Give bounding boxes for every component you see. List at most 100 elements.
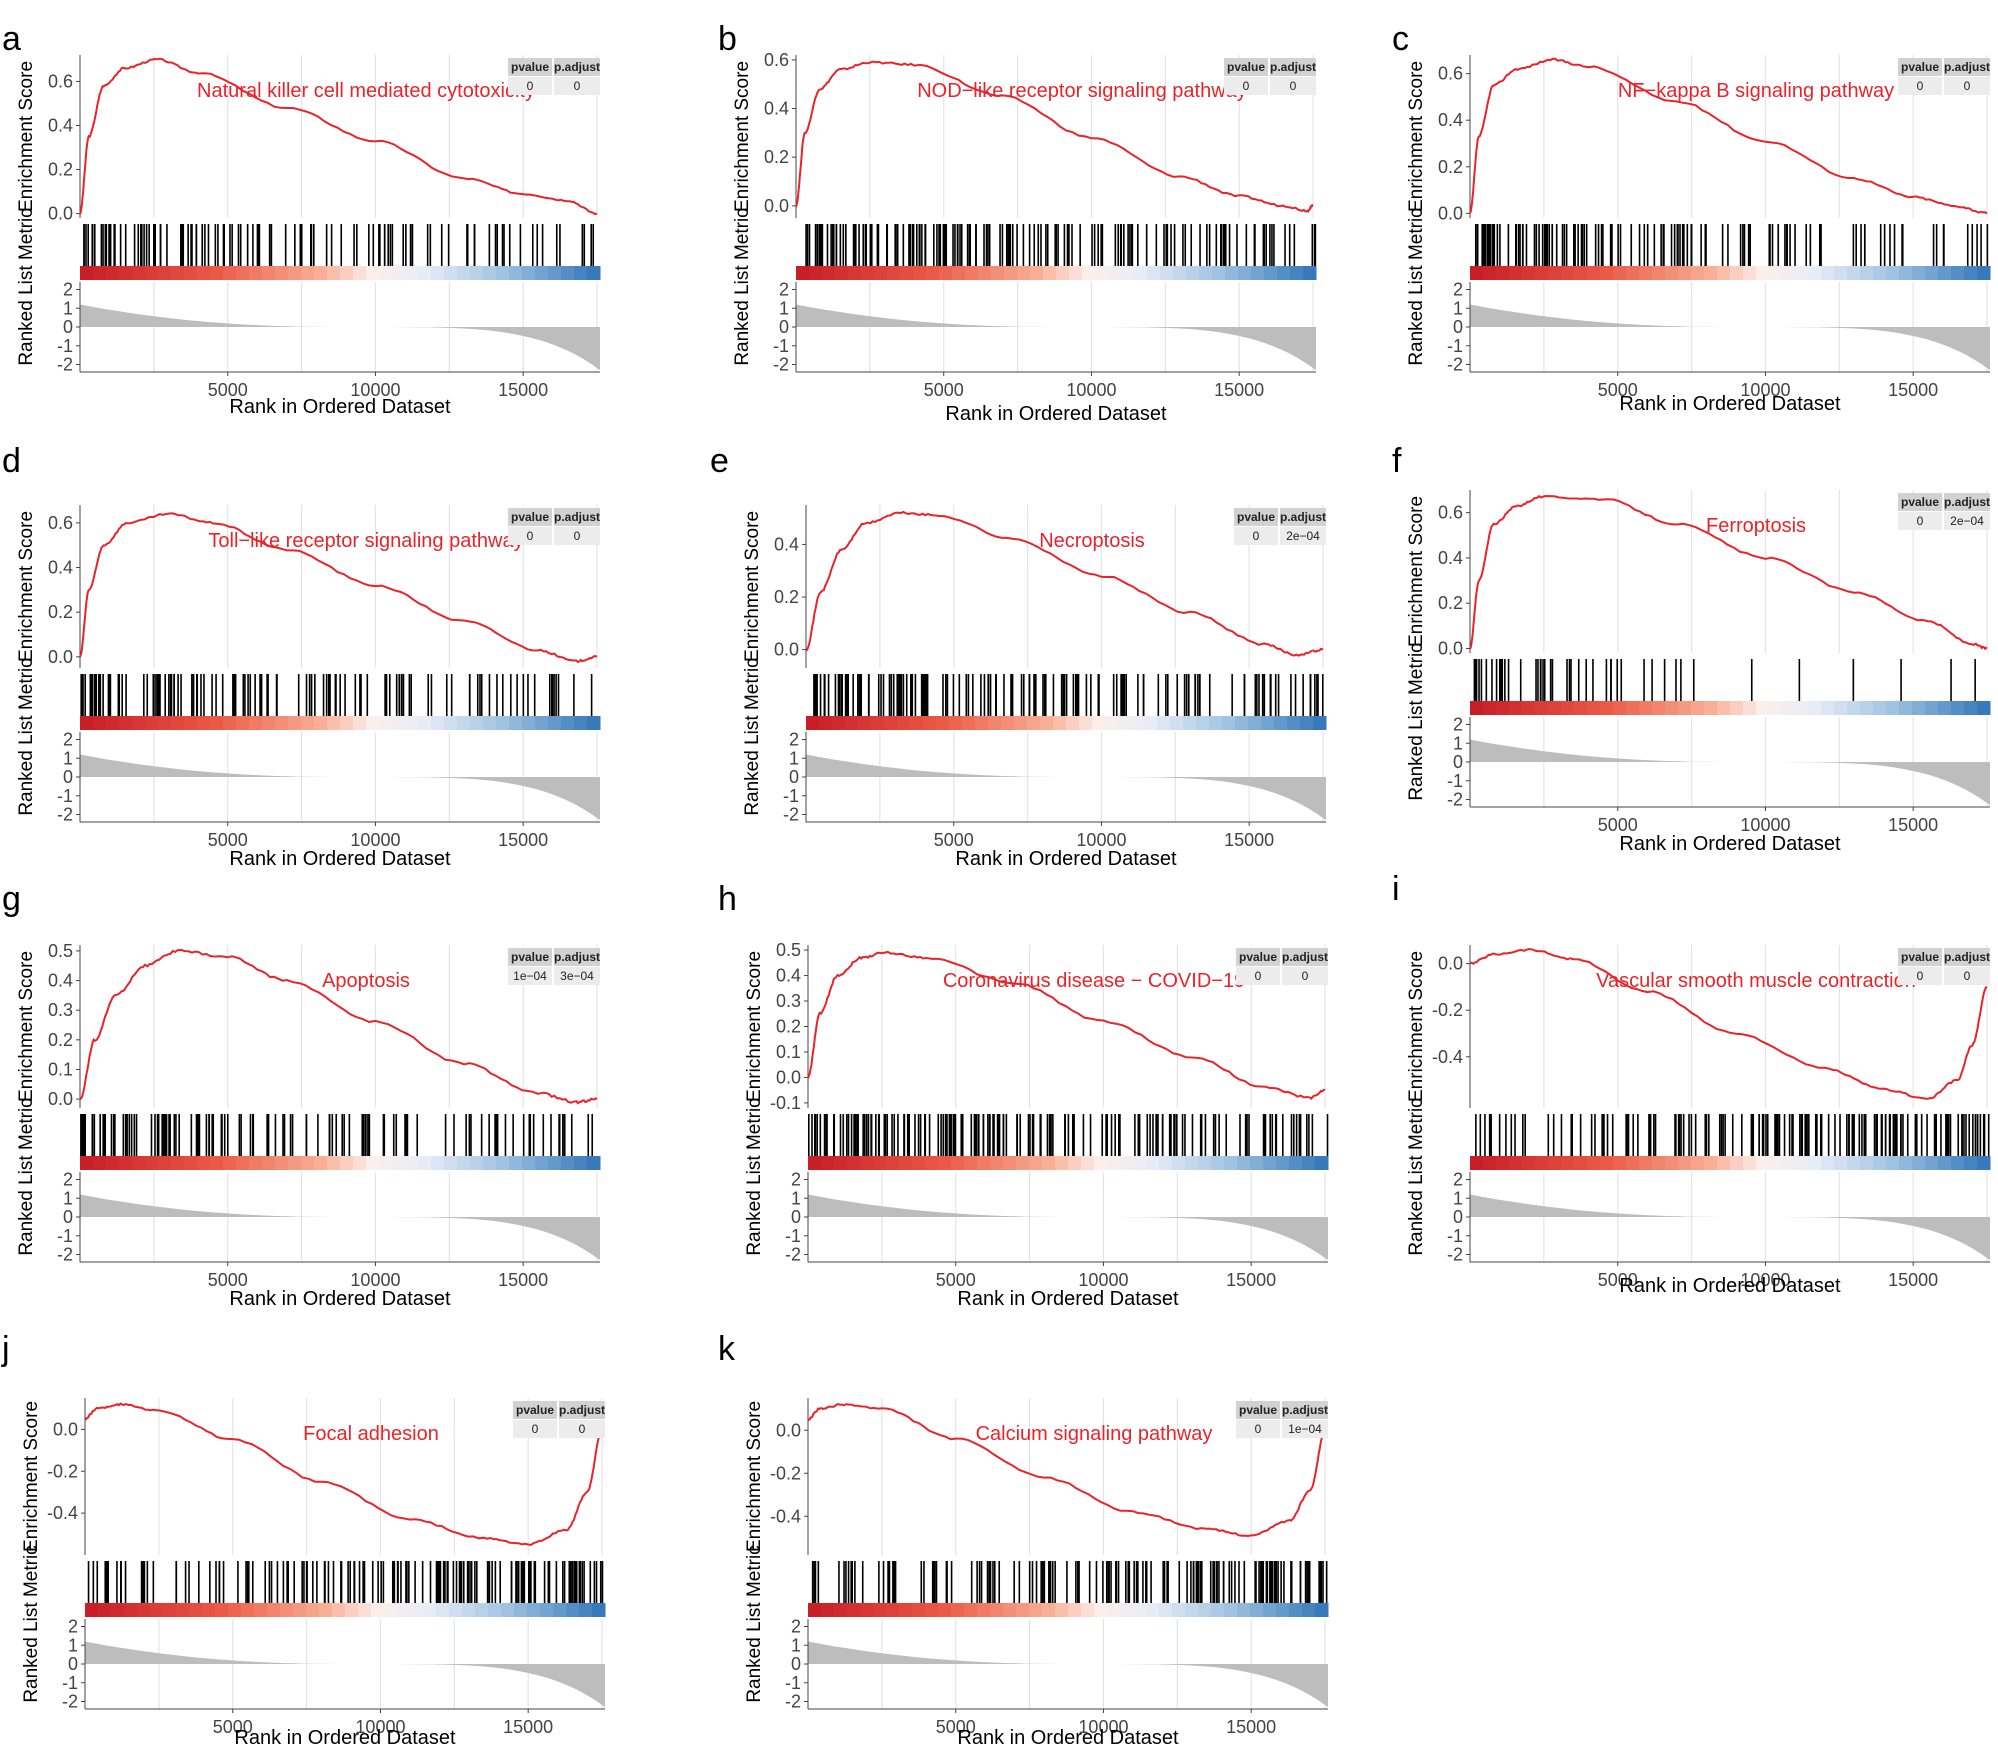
rank-band-cell (1287, 716, 1301, 730)
rank-band-cell (254, 1603, 268, 1617)
rank-band-cell (1483, 1156, 1497, 1170)
rl-y-tick-label: -2 (62, 1692, 78, 1712)
rank-band-cell (1225, 266, 1239, 280)
rank-band-cell (1964, 701, 1978, 715)
x-tick-label: 10000 (1740, 380, 1790, 400)
table-cell (1282, 1420, 1328, 1438)
es-y-tick-label: 0.6 (1438, 64, 1463, 84)
es-y-tick-label: 0.0 (1438, 638, 1463, 658)
rank-band-cell (1470, 1156, 1484, 1170)
rank-band-cell (1238, 266, 1252, 280)
rank-band-cell (405, 1156, 419, 1170)
ranked-metric-area (1470, 739, 1990, 806)
es-y-tick-label: -0.2 (1432, 1000, 1463, 1020)
rank-band-cell (1509, 266, 1523, 280)
rank-band-cell (236, 1156, 250, 1170)
rank-band-cell (527, 1603, 541, 1617)
table-header-cell (1234, 508, 1278, 526)
x-tick-label: 5000 (936, 1717, 976, 1737)
rl-y-tick-label: 1 (789, 748, 799, 768)
rank-band-cell (1079, 716, 1093, 730)
x-tick-label: 15000 (498, 830, 548, 850)
rank-band-cell (275, 716, 289, 730)
table-cell (508, 967, 552, 985)
rank-band-cell (561, 266, 575, 280)
x-tick-label: 15000 (498, 1270, 548, 1290)
rank-band-cell (405, 716, 419, 730)
x-tick-label: 10000 (1078, 1717, 1128, 1737)
x-tick-label: 15000 (1888, 1270, 1938, 1290)
rank-band-cell (1561, 266, 1575, 280)
rank-band-cell (1159, 1156, 1173, 1170)
rank-band-cell (509, 716, 523, 730)
rank-band-cell (1561, 1156, 1575, 1170)
x-tick-label: 5000 (936, 1270, 976, 1290)
rank-band-cell (936, 716, 950, 730)
rank-band-cell (1470, 701, 1484, 715)
rank-band-cell (397, 1603, 411, 1617)
rank-band-cell (561, 716, 575, 730)
pvalue-header: pvalue (1237, 510, 1275, 524)
rank-band-cell (913, 266, 927, 280)
x-tick-label: 15000 (1226, 1270, 1276, 1290)
rank-band-cell (314, 1156, 328, 1170)
x-tick-label: 15000 (1224, 830, 1274, 850)
es-y-axis-title: Enrichment Score (1406, 951, 1427, 1102)
rl-y-axis-title: Ranked List Metric (732, 208, 753, 365)
pvalue-value: 1e−04 (513, 969, 547, 983)
rl-y-tick-label: 1 (779, 298, 789, 318)
rank-band-cell (132, 716, 146, 730)
es-y-tick-label: 0.5 (776, 940, 801, 960)
rl-y-tick-label: 0 (63, 317, 73, 337)
padjust-value: 0 (1964, 79, 1971, 93)
rank-band-cell (540, 1603, 554, 1617)
rank-band-cell (938, 1156, 952, 1170)
rank-band-cell (821, 1603, 835, 1617)
rank-band-cell (1821, 266, 1835, 280)
rank-band-cell (496, 716, 510, 730)
x-tick-label: 5000 (208, 1270, 248, 1290)
table-header-cell (1898, 58, 1942, 76)
x-tick-label: 5000 (1598, 815, 1638, 835)
padjust-value: 0 (1964, 969, 1971, 983)
rank-band-cell (860, 1603, 874, 1617)
es-y-axis-title: Enrichment Score (16, 951, 37, 1102)
rank-band-cell (1717, 701, 1731, 715)
rank-band-cell (1665, 701, 1679, 715)
table-cell (1944, 77, 1990, 95)
rank-band-cell (327, 1156, 341, 1170)
es-curve-k (807, 1403, 1326, 1538)
rank-band-cell (353, 266, 367, 280)
rank-band-cell (262, 266, 276, 280)
rank-band-cell (1042, 1603, 1056, 1617)
panel-label-k: k (718, 1330, 736, 1368)
x-axis-title: Rank in Ordered Dataset (957, 1288, 1179, 1310)
rl-y-tick-label: 2 (779, 280, 789, 300)
rank-band-cell (457, 266, 471, 280)
rank-band-cell (991, 266, 1005, 280)
ranked-metric-area (808, 1194, 1328, 1261)
rl-y-tick-label: 2 (63, 280, 73, 300)
rank-band-cell (457, 716, 471, 730)
rl-y-tick-label: 1 (1453, 298, 1463, 318)
rank-band-cell (1170, 716, 1184, 730)
rank-band-cell (475, 1603, 489, 1617)
rank-band-cell (202, 1603, 216, 1617)
rank-band-cell (1626, 701, 1640, 715)
es-y-axis-title: Enrichment Score (16, 61, 37, 212)
rank-band-cell (1263, 1156, 1277, 1170)
rank-band-cell (1159, 1603, 1173, 1617)
rank-band-cell (1509, 701, 1523, 715)
rank-band-cell (1912, 1156, 1926, 1170)
rank-band-cell (834, 1603, 848, 1617)
panel-k: k 0.0 -0.2 -0.4 Calcium signaling pathway pva… (718, 1330, 1329, 1749)
rank-band-cell (145, 716, 159, 730)
padjust-value: 1e−04 (1288, 1422, 1322, 1436)
table-cell (559, 1420, 605, 1438)
x-tick-label: 10000 (1066, 380, 1116, 400)
rank-band-cell (821, 1156, 835, 1170)
rl-y-tick-label: 2 (789, 730, 799, 750)
table-header-cell (554, 508, 600, 526)
rank-band-cell (1198, 1603, 1212, 1617)
